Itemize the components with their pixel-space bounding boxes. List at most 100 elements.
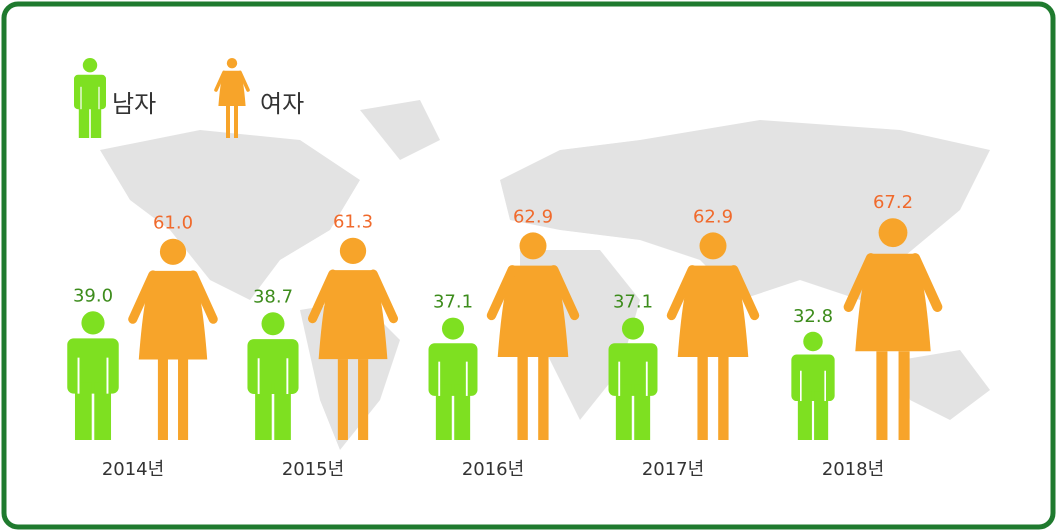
figure	[247, 312, 299, 440]
head	[339, 237, 367, 265]
head	[159, 238, 187, 265]
leg	[797, 391, 812, 440]
category-label: 2014년	[102, 459, 164, 480]
value-label: 61.0	[153, 213, 193, 234]
leg	[90, 102, 102, 138]
arm	[368, 269, 399, 324]
leg	[337, 359, 348, 440]
value-label: 67.2	[873, 192, 913, 213]
value-label: 37.1	[433, 292, 473, 313]
value-label: 62.9	[693, 206, 733, 227]
leg	[78, 102, 90, 138]
category-label: 2017년	[642, 459, 704, 480]
head	[519, 232, 547, 260]
leg	[358, 359, 369, 440]
gap	[645, 361, 648, 396]
arm	[666, 265, 697, 321]
category-label: 2018년	[822, 459, 884, 480]
figure	[843, 218, 943, 440]
value-label: 62.9	[513, 206, 553, 227]
head	[82, 57, 98, 73]
legend-icon	[214, 58, 250, 138]
body	[247, 339, 299, 395]
figure	[307, 237, 399, 440]
leg	[898, 351, 910, 440]
body	[608, 343, 658, 396]
head	[699, 232, 727, 260]
leg	[615, 384, 632, 440]
leg	[157, 359, 168, 440]
body	[67, 338, 119, 394]
arm	[843, 253, 876, 312]
dress	[855, 253, 931, 352]
leg	[814, 391, 829, 440]
figure	[128, 238, 218, 440]
leg	[876, 351, 888, 440]
arm	[486, 265, 517, 321]
leg	[454, 384, 471, 440]
head	[878, 218, 908, 248]
head	[81, 311, 105, 335]
gap	[438, 361, 441, 396]
dress	[677, 265, 749, 357]
figure	[608, 317, 658, 440]
legend-label: 남자	[112, 90, 156, 118]
gap	[465, 361, 468, 396]
arm	[729, 265, 760, 321]
figure	[428, 317, 478, 440]
leg	[538, 356, 549, 440]
gap	[824, 370, 826, 402]
arm	[214, 70, 226, 92]
leg	[718, 356, 729, 440]
leg	[255, 382, 272, 440]
arm	[307, 269, 338, 324]
figure	[67, 311, 119, 440]
figure	[666, 232, 760, 440]
value-label: 61.3	[333, 212, 373, 233]
gap	[618, 361, 621, 396]
leg	[274, 382, 291, 440]
head	[621, 317, 645, 340]
leg	[178, 359, 189, 440]
arm	[549, 265, 580, 321]
value-label: 39.0	[73, 285, 113, 306]
leg	[435, 384, 452, 440]
leg	[517, 356, 528, 440]
body	[791, 354, 835, 402]
leg	[94, 382, 112, 440]
figure	[486, 232, 580, 440]
value-label: 38.7	[253, 286, 293, 307]
head	[261, 312, 285, 336]
dress	[318, 270, 388, 360]
head	[226, 58, 238, 69]
gap	[80, 86, 82, 110]
leg	[74, 382, 92, 440]
head	[441, 317, 465, 340]
value-label: 32.8	[793, 306, 833, 327]
arm	[238, 70, 250, 92]
value-label: 37.1	[613, 292, 653, 313]
category-label: 2016년	[462, 459, 524, 480]
gap	[77, 357, 80, 394]
gap	[106, 357, 109, 394]
arm	[128, 270, 158, 324]
arm	[910, 253, 943, 312]
leg	[634, 384, 651, 440]
leg	[226, 106, 230, 138]
leg	[697, 356, 708, 440]
gap	[257, 358, 260, 395]
dress	[497, 265, 569, 357]
arm	[188, 270, 218, 324]
head	[803, 331, 823, 352]
body	[428, 343, 478, 396]
dress	[138, 270, 208, 360]
gap	[98, 86, 100, 110]
leg	[234, 106, 238, 138]
category-label: 2015년	[282, 459, 344, 480]
legend-label: 여자	[260, 90, 304, 118]
body	[74, 74, 106, 110]
figure	[791, 331, 835, 440]
dress	[218, 70, 246, 106]
legend-icon	[74, 57, 106, 138]
